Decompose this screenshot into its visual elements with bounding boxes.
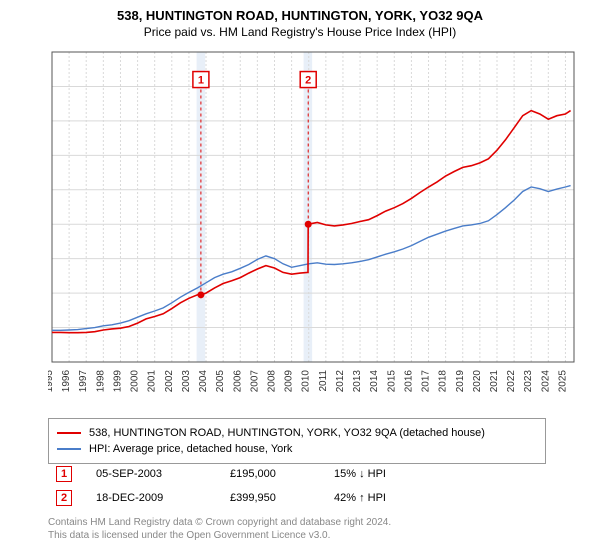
- svg-text:2019: 2019: [455, 370, 466, 393]
- svg-text:2007: 2007: [249, 370, 260, 393]
- svg-text:2021: 2021: [489, 370, 500, 393]
- svg-text:2010: 2010: [301, 370, 312, 393]
- transaction-date: 05-SEP-2003: [96, 468, 206, 480]
- price-chart: £0£100K£200K£300K£400K£500K£600K£700K£80…: [48, 48, 578, 408]
- svg-text:1999: 1999: [112, 370, 123, 393]
- svg-text:2005: 2005: [215, 370, 226, 393]
- svg-text:2018: 2018: [438, 370, 449, 393]
- svg-text:1997: 1997: [78, 370, 89, 393]
- transaction-delta: 42% ↑ HPI: [334, 492, 424, 504]
- svg-text:2009: 2009: [284, 370, 295, 393]
- legend-swatch-hpi: [57, 448, 81, 450]
- legend-label: 538, HUNTINGTON ROAD, HUNTINGTON, YORK, …: [89, 427, 485, 439]
- svg-text:2023: 2023: [523, 370, 534, 393]
- transaction-list: 1 05-SEP-2003 £195,000 15% ↓ HPI 2 18-DE…: [48, 462, 546, 510]
- svg-text:2004: 2004: [198, 370, 209, 393]
- svg-text:2015: 2015: [386, 370, 397, 393]
- transaction-price: £195,000: [230, 468, 310, 480]
- svg-text:1: 1: [198, 75, 204, 87]
- svg-text:2011: 2011: [318, 370, 329, 392]
- svg-text:2014: 2014: [369, 370, 380, 393]
- legend: 538, HUNTINGTON ROAD, HUNTINGTON, YORK, …: [48, 418, 546, 464]
- svg-text:2022: 2022: [506, 370, 517, 393]
- page-title: 538, HUNTINGTON ROAD, HUNTINGTON, YORK, …: [0, 0, 600, 23]
- svg-text:2020: 2020: [472, 370, 483, 393]
- legend-item-hpi: HPI: Average price, detached house, York: [57, 441, 537, 457]
- svg-text:2024: 2024: [540, 370, 551, 393]
- svg-text:2001: 2001: [147, 370, 158, 393]
- svg-text:2013: 2013: [352, 370, 363, 393]
- legend-label: HPI: Average price, detached house, York: [89, 443, 292, 455]
- svg-text:1995: 1995: [48, 370, 55, 393]
- transaction-price: £399,950: [230, 492, 310, 504]
- svg-text:1996: 1996: [61, 370, 72, 393]
- svg-text:2017: 2017: [421, 370, 432, 393]
- svg-text:2008: 2008: [266, 370, 277, 393]
- legend-swatch-property: [57, 432, 81, 434]
- svg-text:2003: 2003: [181, 370, 192, 393]
- svg-text:2025: 2025: [557, 370, 568, 393]
- marker-2-icon: 2: [56, 490, 72, 506]
- svg-text:2012: 2012: [335, 370, 346, 393]
- svg-text:2006: 2006: [232, 370, 243, 393]
- svg-text:2016: 2016: [403, 370, 414, 393]
- transaction-delta: 15% ↓ HPI: [334, 468, 424, 480]
- transaction-date: 18-DEC-2009: [96, 492, 206, 504]
- transaction-row: 1 05-SEP-2003 £195,000 15% ↓ HPI: [48, 462, 546, 486]
- svg-text:2000: 2000: [130, 370, 141, 393]
- svg-text:2: 2: [305, 75, 311, 87]
- marker-1-icon: 1: [56, 466, 72, 482]
- svg-text:1998: 1998: [95, 370, 106, 393]
- footer-attribution: Contains HM Land Registry data © Crown c…: [48, 516, 391, 542]
- transaction-row: 2 18-DEC-2009 £399,950 42% ↑ HPI: [48, 486, 546, 510]
- svg-text:2002: 2002: [164, 370, 175, 393]
- legend-item-property: 538, HUNTINGTON ROAD, HUNTINGTON, YORK, …: [57, 425, 537, 441]
- page-subtitle: Price paid vs. HM Land Registry's House …: [0, 23, 600, 39]
